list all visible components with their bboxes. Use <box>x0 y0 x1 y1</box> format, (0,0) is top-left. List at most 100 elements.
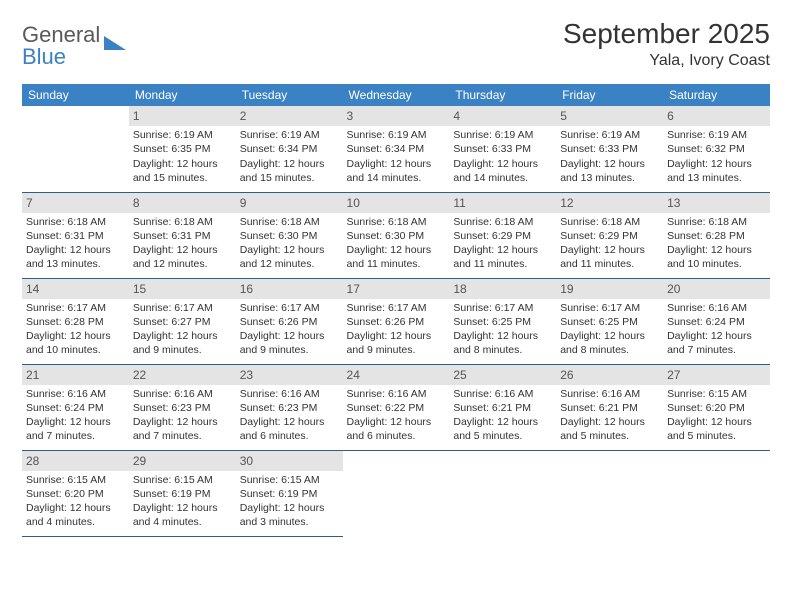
day-details: Sunrise: 6:16 AMSunset: 6:24 PMDaylight:… <box>26 387 125 444</box>
day-details: Sunrise: 6:17 AMSunset: 6:25 PMDaylight:… <box>560 301 659 358</box>
day-details: Sunrise: 6:19 AMSunset: 6:34 PMDaylight:… <box>347 128 446 185</box>
logo-triangle-icon <box>104 36 126 50</box>
day-number: 14 <box>22 279 129 299</box>
day-details: Sunrise: 6:16 AMSunset: 6:21 PMDaylight:… <box>453 387 552 444</box>
day-details: Sunrise: 6:16 AMSunset: 6:23 PMDaylight:… <box>133 387 232 444</box>
day-details: Sunrise: 6:19 AMSunset: 6:33 PMDaylight:… <box>453 128 552 185</box>
day-details: Sunrise: 6:17 AMSunset: 6:27 PMDaylight:… <box>133 301 232 358</box>
calendar-cell: 3Sunrise: 6:19 AMSunset: 6:34 PMDaylight… <box>343 106 450 192</box>
calendar-cell: 18Sunrise: 6:17 AMSunset: 6:25 PMDayligh… <box>449 278 556 364</box>
day-details: Sunrise: 6:16 AMSunset: 6:21 PMDaylight:… <box>560 387 659 444</box>
day-number: 3 <box>343 106 450 126</box>
day-number: 2 <box>236 106 343 126</box>
day-number: 10 <box>343 193 450 213</box>
day-number: 15 <box>129 279 236 299</box>
day-details: Sunrise: 6:17 AMSunset: 6:28 PMDaylight:… <box>26 301 125 358</box>
calendar-cell: 6Sunrise: 6:19 AMSunset: 6:32 PMDaylight… <box>663 106 770 192</box>
day-number: 11 <box>449 193 556 213</box>
calendar-cell: 12Sunrise: 6:18 AMSunset: 6:29 PMDayligh… <box>556 192 663 278</box>
day-number: 20 <box>663 279 770 299</box>
day-details: Sunrise: 6:17 AMSunset: 6:26 PMDaylight:… <box>240 301 339 358</box>
day-details: Sunrise: 6:15 AMSunset: 6:19 PMDaylight:… <box>133 473 232 530</box>
calendar-cell: 4Sunrise: 6:19 AMSunset: 6:33 PMDaylight… <box>449 106 556 192</box>
day-number: 6 <box>663 106 770 126</box>
calendar-cell: 7Sunrise: 6:18 AMSunset: 6:31 PMDaylight… <box>22 192 129 278</box>
calendar-cell: 25Sunrise: 6:16 AMSunset: 6:21 PMDayligh… <box>449 364 556 450</box>
day-number: 27 <box>663 365 770 385</box>
calendar-cell: 30Sunrise: 6:15 AMSunset: 6:19 PMDayligh… <box>236 450 343 536</box>
logo-word2: Blue <box>22 44 66 69</box>
day-number: 18 <box>449 279 556 299</box>
day-details: Sunrise: 6:18 AMSunset: 6:31 PMDaylight:… <box>133 215 232 272</box>
day-number: 30 <box>236 451 343 471</box>
calendar-cell <box>449 450 556 536</box>
day-details: Sunrise: 6:15 AMSunset: 6:20 PMDaylight:… <box>26 473 125 530</box>
day-number: 24 <box>343 365 450 385</box>
location: Yala, Ivory Coast <box>563 52 770 70</box>
calendar-cell: 2Sunrise: 6:19 AMSunset: 6:34 PMDaylight… <box>236 106 343 192</box>
calendar-cell: 16Sunrise: 6:17 AMSunset: 6:26 PMDayligh… <box>236 278 343 364</box>
calendar-cell: 22Sunrise: 6:16 AMSunset: 6:23 PMDayligh… <box>129 364 236 450</box>
calendar-cell: 19Sunrise: 6:17 AMSunset: 6:25 PMDayligh… <box>556 278 663 364</box>
day-number: 1 <box>129 106 236 126</box>
title-block: September 2025 Yala, Ivory Coast <box>563 18 770 70</box>
calendar-body: 1Sunrise: 6:19 AMSunset: 6:35 PMDaylight… <box>22 106 770 536</box>
day-number: 17 <box>343 279 450 299</box>
day-header: Saturday <box>663 84 770 106</box>
calendar-cell: 20Sunrise: 6:16 AMSunset: 6:24 PMDayligh… <box>663 278 770 364</box>
day-number: 21 <box>22 365 129 385</box>
day-header: Tuesday <box>236 84 343 106</box>
day-number: 12 <box>556 193 663 213</box>
day-number: 19 <box>556 279 663 299</box>
calendar-row: 14Sunrise: 6:17 AMSunset: 6:28 PMDayligh… <box>22 278 770 364</box>
day-details: Sunrise: 6:15 AMSunset: 6:19 PMDaylight:… <box>240 473 339 530</box>
calendar-cell: 26Sunrise: 6:16 AMSunset: 6:21 PMDayligh… <box>556 364 663 450</box>
calendar-cell: 24Sunrise: 6:16 AMSunset: 6:22 PMDayligh… <box>343 364 450 450</box>
day-header: Monday <box>129 84 236 106</box>
day-number: 26 <box>556 365 663 385</box>
day-number: 23 <box>236 365 343 385</box>
day-header: Thursday <box>449 84 556 106</box>
day-details: Sunrise: 6:16 AMSunset: 6:23 PMDaylight:… <box>240 387 339 444</box>
day-details: Sunrise: 6:18 AMSunset: 6:31 PMDaylight:… <box>26 215 125 272</box>
calendar-row: 21Sunrise: 6:16 AMSunset: 6:24 PMDayligh… <box>22 364 770 450</box>
day-number: 9 <box>236 193 343 213</box>
day-header: Friday <box>556 84 663 106</box>
day-number: 16 <box>236 279 343 299</box>
logo: General Blue <box>22 18 126 68</box>
calendar-cell: 21Sunrise: 6:16 AMSunset: 6:24 PMDayligh… <box>22 364 129 450</box>
calendar-cell: 5Sunrise: 6:19 AMSunset: 6:33 PMDaylight… <box>556 106 663 192</box>
day-details: Sunrise: 6:18 AMSunset: 6:29 PMDaylight:… <box>453 215 552 272</box>
day-number: 13 <box>663 193 770 213</box>
calendar-cell: 10Sunrise: 6:18 AMSunset: 6:30 PMDayligh… <box>343 192 450 278</box>
day-details: Sunrise: 6:19 AMSunset: 6:35 PMDaylight:… <box>133 128 232 185</box>
calendar-head: SundayMondayTuesdayWednesdayThursdayFrid… <box>22 84 770 106</box>
calendar-cell: 13Sunrise: 6:18 AMSunset: 6:28 PMDayligh… <box>663 192 770 278</box>
calendar-cell <box>663 450 770 536</box>
day-number: 5 <box>556 106 663 126</box>
month-title: September 2025 <box>563 18 770 50</box>
calendar-cell: 28Sunrise: 6:15 AMSunset: 6:20 PMDayligh… <box>22 450 129 536</box>
logo-text: General Blue <box>22 24 100 68</box>
calendar-cell: 1Sunrise: 6:19 AMSunset: 6:35 PMDaylight… <box>129 106 236 192</box>
day-details: Sunrise: 6:15 AMSunset: 6:20 PMDaylight:… <box>667 387 766 444</box>
calendar-cell: 23Sunrise: 6:16 AMSunset: 6:23 PMDayligh… <box>236 364 343 450</box>
calendar-cell: 15Sunrise: 6:17 AMSunset: 6:27 PMDayligh… <box>129 278 236 364</box>
calendar-cell: 8Sunrise: 6:18 AMSunset: 6:31 PMDaylight… <box>129 192 236 278</box>
day-header: Wednesday <box>343 84 450 106</box>
day-details: Sunrise: 6:18 AMSunset: 6:30 PMDaylight:… <box>240 215 339 272</box>
calendar-table: SundayMondayTuesdayWednesdayThursdayFrid… <box>22 84 770 537</box>
day-number: 22 <box>129 365 236 385</box>
day-number: 8 <box>129 193 236 213</box>
day-details: Sunrise: 6:19 AMSunset: 6:32 PMDaylight:… <box>667 128 766 185</box>
day-number: 25 <box>449 365 556 385</box>
day-details: Sunrise: 6:16 AMSunset: 6:22 PMDaylight:… <box>347 387 446 444</box>
calendar-cell <box>22 106 129 192</box>
calendar-cell: 14Sunrise: 6:17 AMSunset: 6:28 PMDayligh… <box>22 278 129 364</box>
day-number: 29 <box>129 451 236 471</box>
calendar-cell <box>556 450 663 536</box>
header: General Blue September 2025 Yala, Ivory … <box>22 18 770 70</box>
calendar-cell: 11Sunrise: 6:18 AMSunset: 6:29 PMDayligh… <box>449 192 556 278</box>
calendar-cell: 9Sunrise: 6:18 AMSunset: 6:30 PMDaylight… <box>236 192 343 278</box>
day-of-week-row: SundayMondayTuesdayWednesdayThursdayFrid… <box>22 84 770 106</box>
